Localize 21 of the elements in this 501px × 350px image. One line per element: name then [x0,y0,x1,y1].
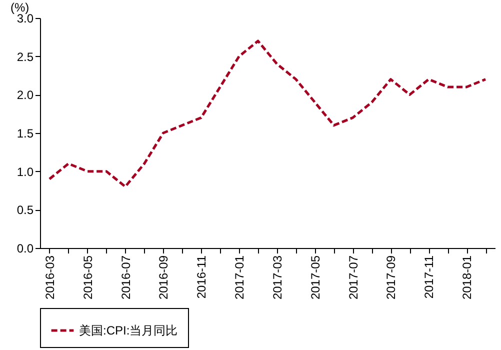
x-tick-label: 2017-03 [270,255,284,300]
y-tick-label: 0.0 [16,242,34,256]
x-tick-label: 2017-09 [384,255,398,300]
x-tick-label: 2016-05 [80,255,95,300]
y-axis-title: (%) [10,0,30,14]
y-tick-label: 2.5 [16,50,34,64]
line-series [48,40,487,188]
y-tick-label: 1.0 [16,164,34,179]
y-tick-label: 2.0 [16,88,34,102]
x-tick-label: 2017-01 [232,255,247,300]
x-tick-label: 2017-05 [308,255,322,300]
x-tick-label: 2017-11 [422,255,436,299]
x-tick-label: 2016-11 [194,255,209,299]
x-tick-label: 2016-03 [42,255,57,300]
legend-label: 美国:CPI:当月同比 [79,324,178,338]
y-tick-label: 0.5 [16,203,34,218]
x-tick-label: 2016-07 [118,255,133,300]
x-tick-label: 2016-09 [156,255,171,300]
x-tick-label: 2018-01 [460,255,474,300]
x-tick-label: 2017-07 [346,255,360,300]
y-tick-label: 1.5 [16,126,34,140]
